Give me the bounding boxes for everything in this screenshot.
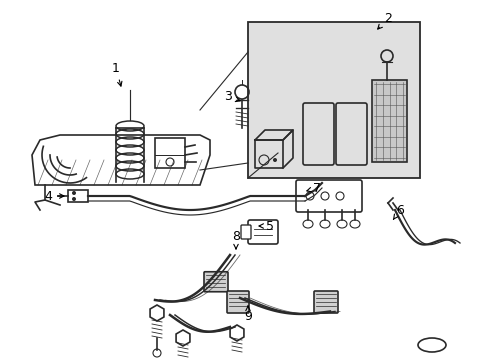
Ellipse shape (417, 338, 445, 352)
Text: 1: 1 (112, 62, 122, 86)
Bar (247, 22, 419, 178)
FancyBboxPatch shape (203, 272, 227, 292)
Circle shape (72, 197, 76, 201)
Text: 4: 4 (44, 189, 64, 202)
Bar (371, 80, 406, 162)
Text: 8: 8 (231, 230, 240, 249)
Bar (155, 138, 184, 168)
Text: 6: 6 (393, 203, 403, 219)
FancyBboxPatch shape (241, 225, 250, 239)
Text: 3: 3 (224, 90, 240, 104)
Bar (68, 190, 88, 202)
FancyBboxPatch shape (226, 291, 248, 313)
Text: 5: 5 (259, 220, 273, 233)
Text: 9: 9 (244, 306, 251, 323)
Circle shape (72, 191, 76, 195)
Circle shape (272, 158, 276, 162)
FancyBboxPatch shape (313, 291, 337, 313)
FancyBboxPatch shape (247, 220, 278, 244)
Text: 2: 2 (377, 12, 391, 29)
FancyBboxPatch shape (295, 180, 361, 212)
Text: 7: 7 (306, 181, 320, 194)
